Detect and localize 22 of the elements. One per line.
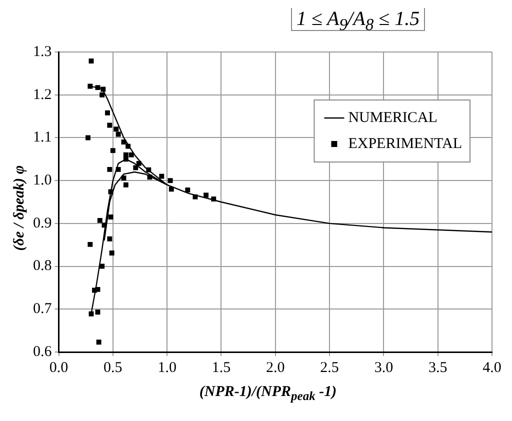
- x-tick-label: 2.5: [320, 360, 339, 376]
- y-tick-label: 1.3: [33, 44, 52, 60]
- y-tick-label: 1.1: [33, 130, 52, 146]
- x-tick-label: 1.0: [158, 360, 176, 376]
- legend-label: EXPERIMENTAL: [348, 136, 462, 152]
- x-tick-label: 2.0: [266, 360, 285, 376]
- y-tick-label: 1.2: [33, 86, 52, 103]
- x-tick-label: 3.5: [428, 360, 448, 376]
- y-axis-title: (δe / δpeak) φ: [12, 165, 28, 251]
- chart-title: 1 ≤ A$_{9}$/A$_{8}$ ≤ 1.5: [291, 8, 425, 34]
- y-tick-label: 1.0: [33, 172, 52, 189]
- x-axis-title: (NPR-1)/(NPR$_{peak}$ -1): [198, 384, 338, 404]
- x-tick-label: 4.0: [482, 360, 502, 376]
- x-tick-label: 1.5: [212, 360, 231, 376]
- y-tick-label: 0.6: [33, 344, 52, 360]
- y-tick-label: 0.8: [33, 258, 52, 274]
- x-tick-label: 3.0: [374, 360, 394, 376]
- y-tick-label: 0.9: [33, 215, 52, 232]
- legend-label: NUMERICAL: [348, 110, 438, 126]
- x-tick-label: 0.0: [49, 360, 68, 376]
- x-tick-label: 0.5: [104, 360, 122, 376]
- y-tick-label: 0.7: [33, 301, 52, 318]
